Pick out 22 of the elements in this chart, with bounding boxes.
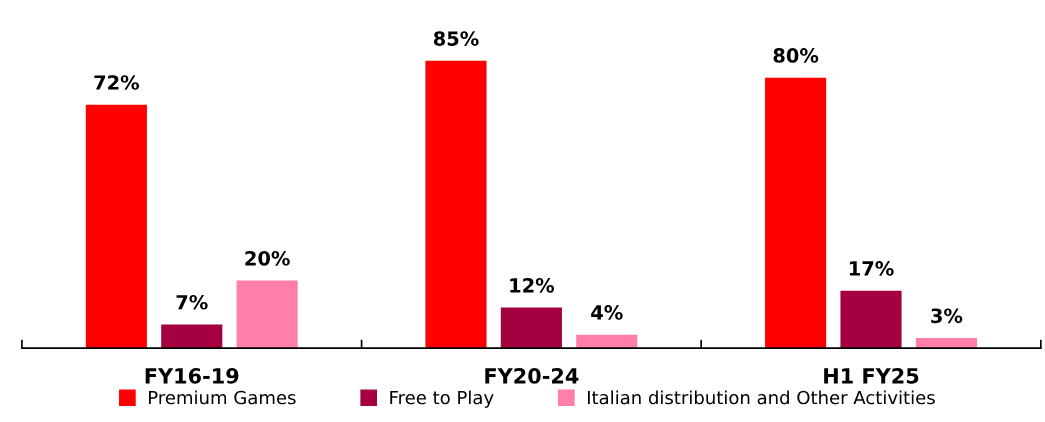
data-label: 7% [176,294,208,310]
data-label: 17% [849,261,894,276]
data-label: 80% [773,48,819,63]
bar [161,324,223,349]
bar [236,280,298,349]
bar [425,60,487,349]
x-tick-label: FY20-24 [485,367,579,384]
data-label: 20% [245,250,290,266]
legend-label: Free to Play [390,390,494,408]
bar [85,104,147,349]
data-label: 85% [433,31,479,46]
legend-label: Italian distribution and Other Activities [587,390,935,405]
data-label: 4% [591,305,623,320]
bar [500,307,562,349]
bar [840,290,902,349]
x-tick-label: H1 FY25 [824,367,919,384]
data-label: 3% [931,308,963,324]
data-label: 72% [94,75,140,90]
bar [765,77,827,349]
legend-label: Premium Games [149,390,296,405]
data-label: 12% [510,277,555,293]
x-tick-label: FY16-19 [145,367,239,384]
